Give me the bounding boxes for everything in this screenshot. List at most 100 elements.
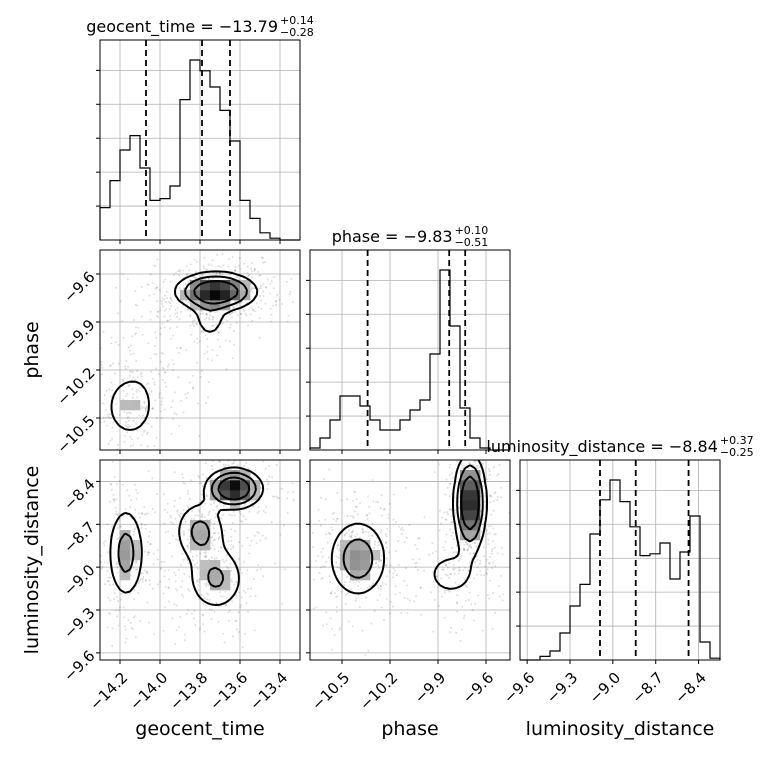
sample-point (173, 363, 175, 366)
sample-point (417, 537, 420, 540)
sample-point (492, 561, 495, 564)
sample-point (148, 583, 151, 586)
sample-point (343, 534, 346, 537)
sample-point (178, 497, 181, 500)
sample-point (204, 551, 207, 554)
sample-point (380, 494, 383, 497)
sample-point (501, 553, 504, 556)
sample-point (135, 568, 137, 571)
sample-point (368, 505, 371, 508)
sample-point (278, 497, 280, 499)
sample-point (140, 444, 143, 447)
sample-point (194, 322, 197, 325)
sample-point (225, 368, 228, 371)
sample-point (134, 290, 137, 292)
sample-point (215, 512, 217, 515)
sample-point (204, 462, 207, 465)
sample-point (367, 535, 370, 537)
sample-point (335, 606, 338, 609)
sample-point (453, 572, 456, 575)
sample-point (414, 562, 417, 565)
sample-point (163, 367, 165, 370)
sample-point (125, 412, 128, 415)
sample-point (340, 590, 343, 593)
sample-point (250, 587, 253, 590)
sample-point (371, 479, 374, 481)
sample-point (199, 313, 202, 315)
sample-point (238, 591, 241, 594)
sample-point (148, 530, 151, 533)
sample-point (116, 513, 118, 516)
sample-point (134, 508, 137, 511)
sample-point (169, 302, 172, 305)
sample-point (170, 299, 173, 302)
y-tick-label: −9.0 (60, 561, 98, 599)
sample-point (147, 551, 150, 554)
sample-point (146, 541, 149, 544)
sample-point (167, 530, 170, 533)
sample-point (366, 586, 369, 589)
sample-point (136, 304, 138, 307)
sample-point (128, 374, 131, 377)
sample-point (107, 596, 110, 599)
sample-point (205, 317, 208, 319)
sample-point (463, 549, 466, 552)
density-cell (120, 570, 131, 581)
sample-point (115, 403, 118, 406)
sample-point (253, 268, 256, 271)
sample-point (420, 613, 422, 616)
sample-point (210, 465, 213, 468)
sample-point (423, 569, 425, 572)
sample-point (185, 265, 188, 268)
sample-point (138, 390, 141, 393)
sample-point (223, 561, 225, 563)
y-tick-label: −8.4 (60, 475, 98, 513)
sample-point (112, 583, 115, 586)
sample-point (373, 543, 376, 546)
sample-point (399, 591, 401, 594)
sample-point (227, 464, 230, 467)
sample-point (142, 431, 145, 433)
sample-point (370, 534, 373, 537)
sample-point (264, 467, 267, 470)
sample-point (101, 402, 104, 405)
sample-point (247, 274, 250, 277)
sample-point (445, 519, 448, 521)
sample-point (192, 374, 194, 377)
sample-point (136, 396, 139, 399)
sample-point (135, 360, 138, 362)
sample-point (183, 518, 186, 520)
sample-point (204, 556, 207, 558)
sample-point (196, 361, 199, 364)
sample-point (448, 576, 451, 579)
sample-point (259, 299, 262, 302)
sample-point (257, 270, 260, 273)
sample-point (164, 606, 167, 609)
sample-point (379, 587, 382, 590)
panel-content (310, 460, 510, 660)
sample-point (129, 505, 132, 508)
sample-point (444, 591, 446, 594)
sample-point (254, 469, 257, 472)
sample-point (444, 518, 447, 521)
sample-point (143, 429, 146, 432)
sample-point (420, 586, 422, 589)
sample-point (221, 322, 224, 325)
sample-point (252, 505, 255, 508)
sample-point (493, 533, 496, 536)
sample-point (201, 329, 204, 332)
sample-point (335, 555, 338, 558)
sample-point (224, 339, 227, 342)
sample-point (483, 500, 486, 503)
sample-point (448, 508, 451, 511)
sample-point (147, 284, 150, 286)
sample-point (463, 544, 466, 546)
sample-point (392, 567, 395, 570)
sample-point (193, 325, 196, 327)
sample-point (117, 362, 120, 365)
sample-point (383, 508, 386, 511)
sample-point (316, 555, 319, 558)
sample-point (198, 476, 201, 479)
sample-point (111, 627, 114, 630)
sample-point (160, 400, 163, 403)
